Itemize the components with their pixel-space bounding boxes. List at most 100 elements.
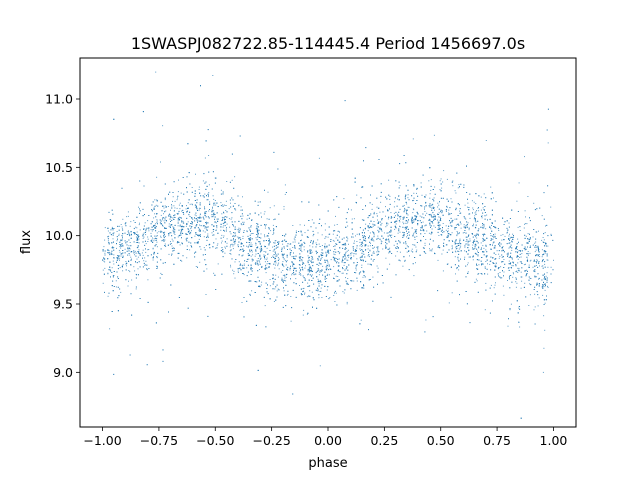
data-point xyxy=(115,286,117,288)
data-point xyxy=(215,229,217,231)
data-point xyxy=(518,182,520,184)
data-point xyxy=(348,208,349,210)
data-point xyxy=(103,258,105,260)
data-point xyxy=(458,233,460,235)
data-point xyxy=(190,228,192,230)
data-point xyxy=(147,279,149,281)
data-point xyxy=(529,245,531,247)
data-point xyxy=(480,196,482,198)
data-point xyxy=(139,202,141,204)
data-point xyxy=(385,239,387,241)
data-point xyxy=(361,219,363,221)
data-point xyxy=(168,235,170,237)
data-point xyxy=(120,245,122,247)
data-point xyxy=(137,245,139,247)
data-point xyxy=(243,230,245,231)
data-point xyxy=(179,224,181,226)
data-point xyxy=(503,275,504,277)
data-point xyxy=(300,240,302,242)
data-point xyxy=(241,255,243,257)
data-point xyxy=(162,225,164,227)
data-point xyxy=(469,217,471,219)
data-point xyxy=(310,255,312,257)
data-point xyxy=(312,246,314,248)
data-point xyxy=(238,227,240,229)
data-point xyxy=(518,270,520,272)
data-point xyxy=(228,218,230,220)
data-point xyxy=(546,295,547,297)
data-point xyxy=(251,251,253,253)
data-point xyxy=(155,238,156,240)
data-point xyxy=(226,223,228,225)
data-point xyxy=(285,276,287,278)
data-point xyxy=(530,278,532,279)
data-point xyxy=(317,270,319,272)
data-point xyxy=(256,263,258,265)
data-point xyxy=(307,250,309,251)
data-point xyxy=(433,225,435,227)
data-point xyxy=(281,253,283,255)
data-point xyxy=(205,228,207,230)
data-point xyxy=(451,248,453,250)
data-point xyxy=(498,253,500,255)
data-point xyxy=(385,206,386,208)
data-point xyxy=(304,267,306,269)
data-point xyxy=(189,231,191,233)
data-point xyxy=(199,202,201,204)
data-point xyxy=(396,205,398,207)
data-point xyxy=(489,287,491,289)
data-point xyxy=(249,238,251,240)
data-point xyxy=(173,232,175,234)
data-point xyxy=(252,254,254,256)
data-point xyxy=(489,225,491,227)
data-point xyxy=(328,264,330,266)
data-point xyxy=(483,227,485,229)
data-point xyxy=(251,260,253,262)
data-point xyxy=(267,261,269,262)
data-point xyxy=(370,258,372,260)
data-point xyxy=(395,255,397,257)
data-point xyxy=(238,204,240,206)
data-point xyxy=(372,276,374,278)
data-point xyxy=(493,197,494,199)
data-point xyxy=(212,234,214,236)
data-point xyxy=(413,209,415,211)
data-point xyxy=(398,228,400,230)
data-point xyxy=(347,225,349,227)
data-point xyxy=(405,212,407,214)
data-point xyxy=(448,214,450,216)
data-point xyxy=(122,218,124,220)
data-point xyxy=(416,249,418,251)
data-point xyxy=(517,272,519,273)
data-point xyxy=(546,245,547,247)
data-point xyxy=(321,234,323,236)
data-point xyxy=(406,233,408,235)
data-point xyxy=(452,247,453,249)
data-point xyxy=(293,258,295,259)
data-point xyxy=(359,245,361,247)
data-point xyxy=(363,239,364,241)
data-point xyxy=(359,257,361,259)
data-point xyxy=(324,229,326,231)
data-point xyxy=(121,226,123,228)
data-point xyxy=(474,244,476,246)
data-point xyxy=(189,249,191,251)
data-point xyxy=(121,240,123,242)
data-point xyxy=(256,260,258,262)
data-point xyxy=(550,266,552,268)
data-point xyxy=(351,218,353,220)
data-point xyxy=(301,260,303,262)
data-point xyxy=(277,288,279,290)
data-point xyxy=(104,267,106,269)
data-point xyxy=(277,263,279,265)
data-point xyxy=(213,234,215,236)
data-point xyxy=(547,286,549,288)
data-point xyxy=(319,263,321,265)
data-point xyxy=(388,238,390,240)
data-point xyxy=(318,280,319,282)
data-point xyxy=(545,275,547,277)
data-point xyxy=(478,264,480,266)
data-point xyxy=(113,286,115,287)
data-point xyxy=(221,247,223,249)
data-point xyxy=(363,259,364,261)
